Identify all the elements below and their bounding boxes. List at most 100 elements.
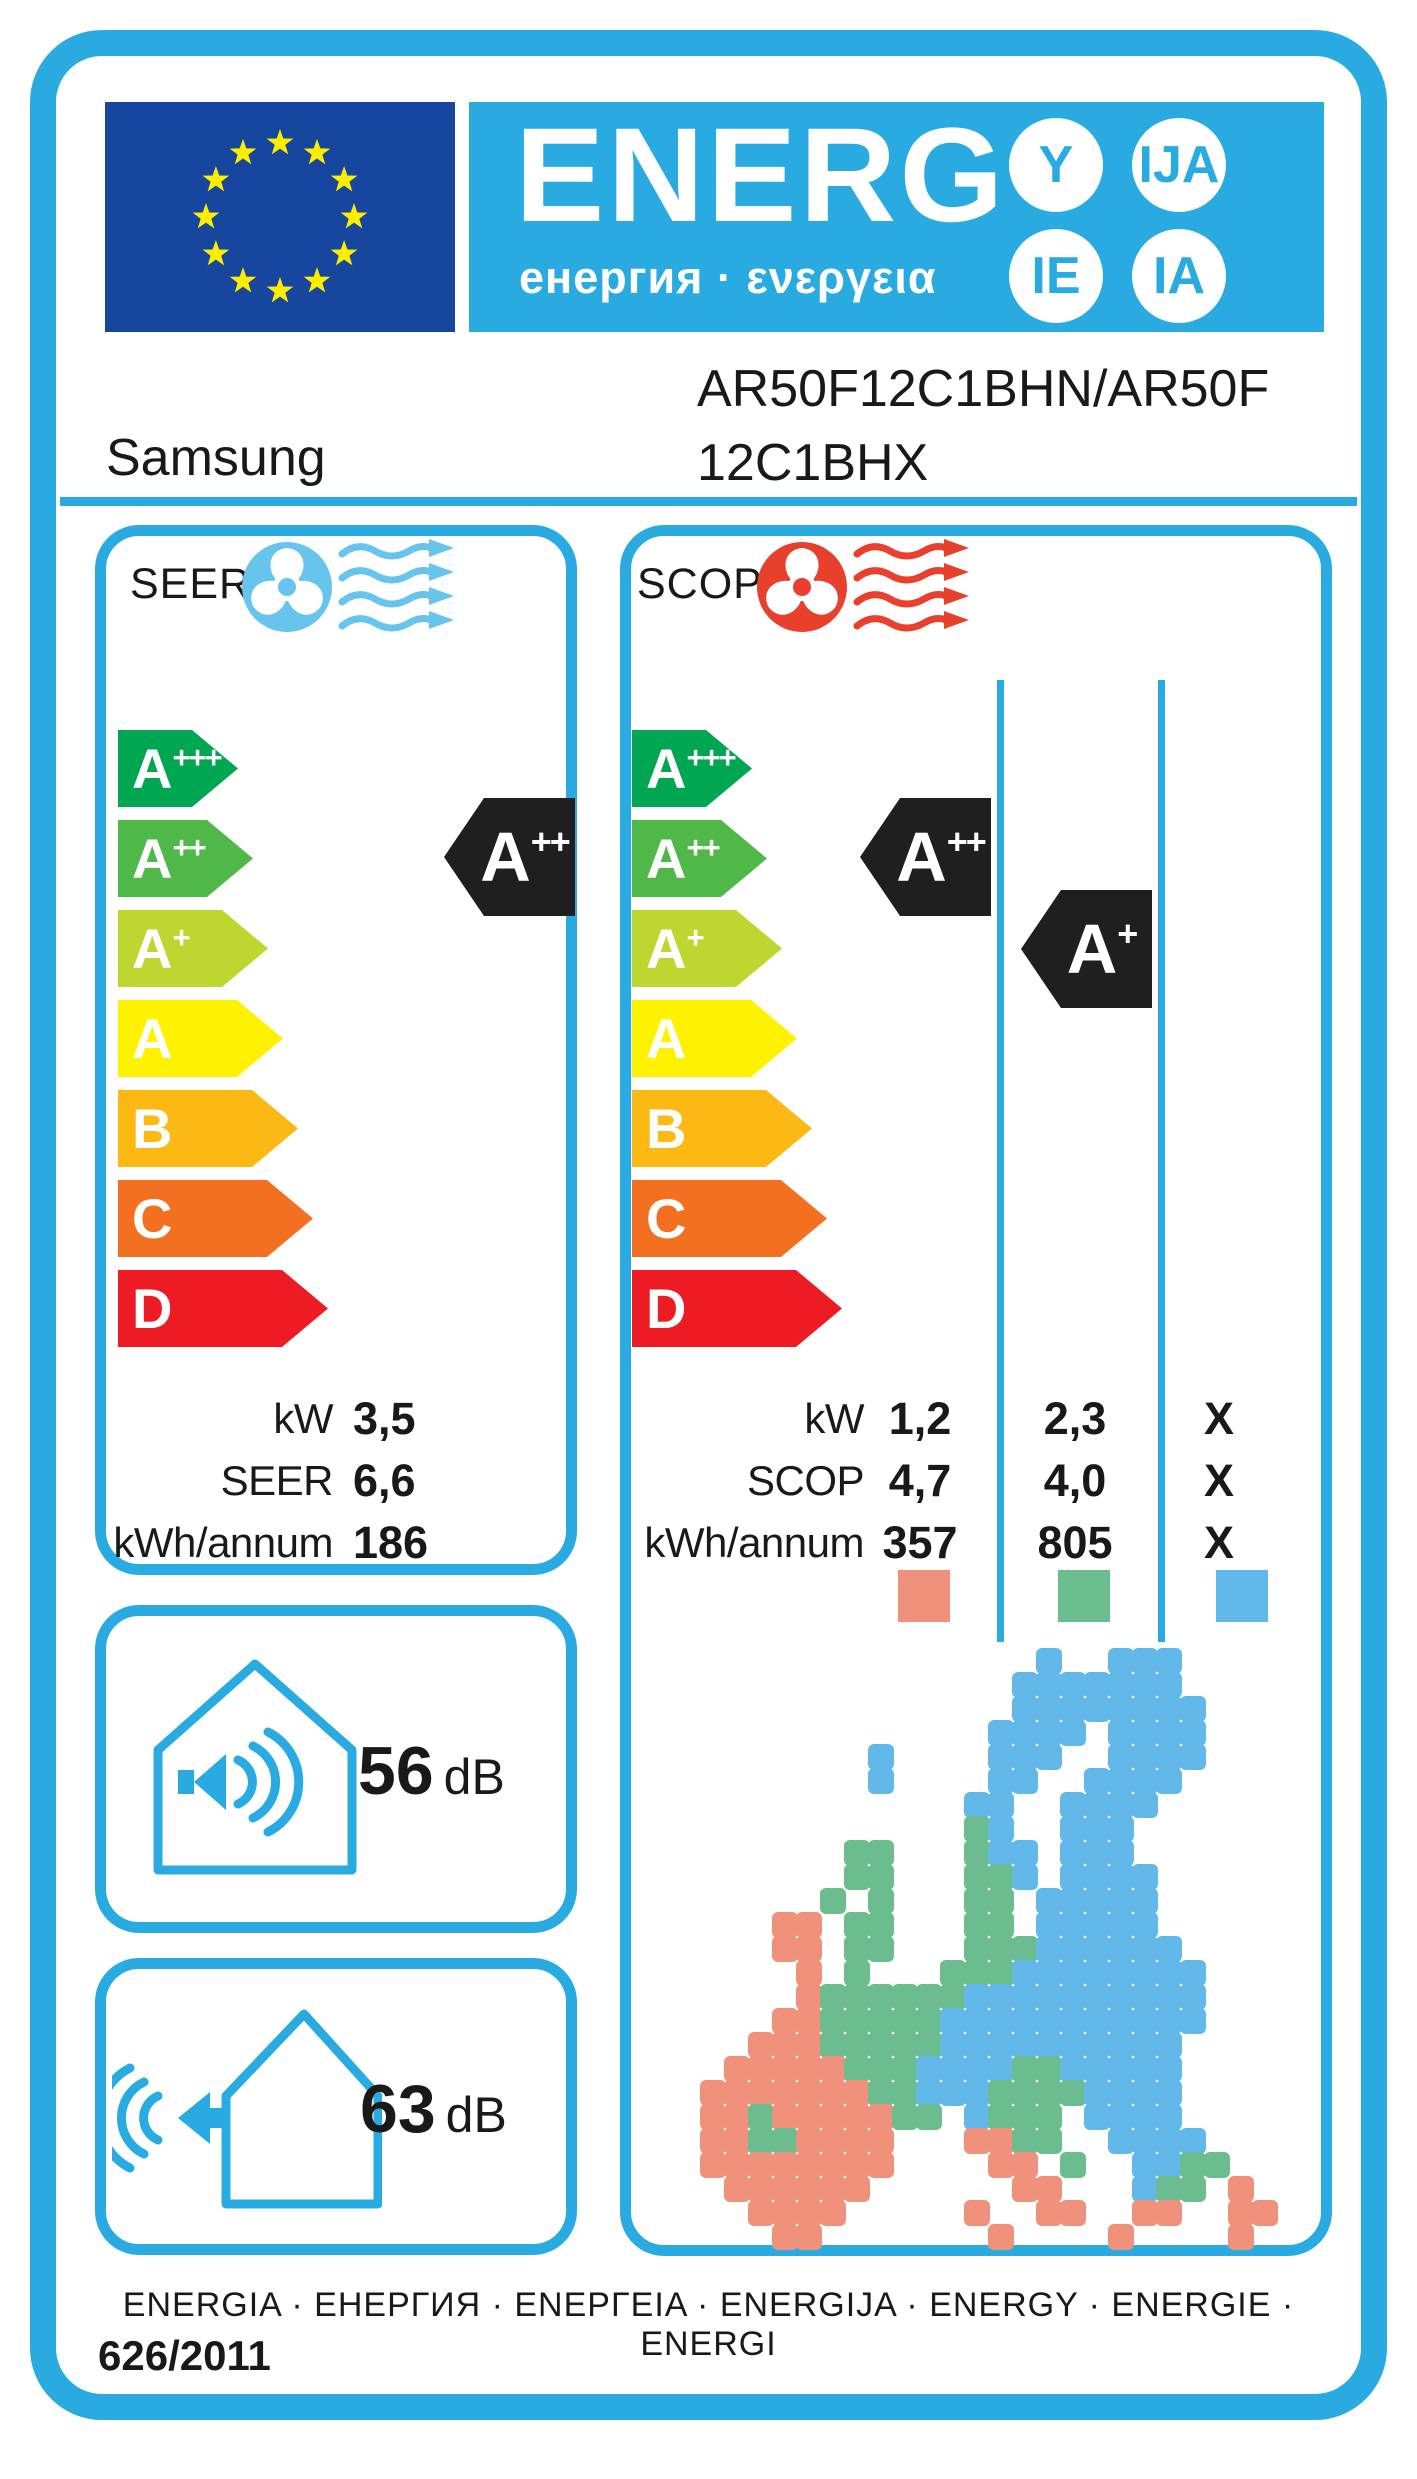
climate-zone-cell [1060, 2056, 1086, 2082]
climate-zone-cell [1012, 2008, 1038, 2034]
seer-stat-value-SEER: 6,6 [353, 1455, 416, 1506]
climate-zone-cell [964, 2032, 990, 2058]
climate-zone-cell [1108, 2224, 1134, 2250]
arrow-letter: D [132, 1276, 173, 1340]
climate-zone-cell [988, 2128, 1014, 2154]
climate-zone-cell [844, 2176, 870, 2202]
climate-zone-cell [1036, 2056, 1062, 2082]
climate-zone-cell [1156, 1768, 1182, 1794]
climate-zone-cell [1132, 1984, 1158, 2010]
climate-zone-cell [820, 2032, 846, 2058]
eu-star [229, 138, 257, 165]
climate-zone-cell [940, 2056, 966, 2082]
climate-zone-cell [868, 2152, 894, 2178]
climate-zone-cell [772, 2032, 798, 2058]
arrow-letter: A [646, 736, 687, 800]
climate-zone-cell [988, 1888, 1014, 1914]
climate-zone-cell [1156, 1720, 1182, 1746]
climate-zone-cell [820, 2128, 846, 2154]
eu-star [303, 267, 331, 293]
climate-zone-cell [1108, 1720, 1134, 1746]
climate-zone-cell [1156, 2056, 1182, 2082]
climate-zone-cell [1036, 1984, 1062, 2010]
climate-zone-cell [1108, 2032, 1134, 2058]
climate-zone-cell [964, 2056, 990, 2082]
climate-zone-cell [1084, 1792, 1110, 1818]
climate-zone-cell [916, 2080, 942, 2106]
climate-zone-cell [844, 2104, 870, 2130]
climate-zone-cell [772, 2008, 798, 2034]
rating-arrow-A+++: A +++ [632, 730, 752, 807]
climate-zone-cell [1060, 1696, 1086, 1722]
climate-zone-cell [892, 2032, 918, 2058]
climate-zone-cell [1036, 2104, 1062, 2130]
climate-zone-cell [1012, 1696, 1038, 1722]
climate-zone-cell [844, 2056, 870, 2082]
climate-zone-cell [796, 2032, 822, 2058]
climate-zone-cell [1180, 1720, 1206, 1746]
cooling-fan-icon [242, 539, 454, 632]
seer-rating-scale: A +++ A ++ A + A B C D [118, 730, 348, 1360]
climate-zone-cell [1084, 1888, 1110, 1914]
eu-flag-stars [192, 129, 368, 303]
climate-zone-cell [940, 2008, 966, 2034]
climate-zone-cell [1012, 1720, 1038, 1746]
climate-zone-cell [1228, 2176, 1254, 2202]
climate-zone-cell [1132, 1888, 1158, 1914]
climate-zone-cell [724, 2104, 750, 2130]
climate-zone-cell [1036, 1912, 1062, 1938]
climate-zone-cell [772, 2152, 798, 2178]
climate-zone-cell [1132, 2128, 1158, 2154]
outdoor-noise-icon [112, 2009, 382, 2209]
climate-zone-cell [748, 2152, 774, 2178]
heating-fan-icon [757, 539, 969, 632]
climate-zone-cell [1084, 2008, 1110, 2034]
climate-zone-cell [1060, 2032, 1086, 2058]
climate-zone-cell [1180, 1984, 1206, 2010]
climate-zone-cell [1036, 1696, 1062, 1722]
climate-zone-cell [892, 2056, 918, 2082]
climate-zone-cell [1156, 2200, 1182, 2226]
climate-zone-cell [964, 1984, 990, 2010]
climate-zone-cell [868, 1936, 894, 1962]
climate-zone-cell [1156, 1960, 1182, 1986]
climate-zone-cell [1084, 2056, 1110, 2082]
climate-zone-cell [964, 2104, 990, 2130]
climate-zone-cell [1084, 2104, 1110, 2130]
climate-zone-cell [1180, 2152, 1206, 2178]
climate-zone-cell [1156, 1648, 1182, 1674]
climate-zone-cell [820, 2104, 846, 2130]
climate-zone-cell [988, 2080, 1014, 2106]
climate-zone-cell [1108, 1744, 1134, 1770]
climate-zone-cell [1060, 1936, 1086, 1962]
climate-zone-cell [1108, 1672, 1134, 1698]
energ-wordmark: ENERG [515, 101, 1007, 250]
climate-zone-cell [988, 1840, 1014, 1866]
climate-zone-cell [796, 2080, 822, 2106]
climate-zone-cell [1156, 1696, 1182, 1722]
climate-zone-cell [988, 1912, 1014, 1938]
climate-zone-cell [1012, 1768, 1038, 1794]
model-line-2: 12C1BHX [697, 434, 929, 492]
climate-zone-cell [1084, 1960, 1110, 1986]
climate-zone-cell [1060, 2200, 1086, 2226]
climate-zone-cell [796, 1936, 822, 1962]
climate-zone-cell [1060, 1864, 1086, 1890]
scop-label: SCOP [637, 560, 763, 608]
model-line-1: AR50F12C1BHN/AR50F [697, 360, 1270, 418]
scop-stat-value-zone3: X [1203, 1455, 1234, 1506]
climate-zone-cell [1036, 1888, 1062, 1914]
climate-zone-cell [1060, 1888, 1086, 1914]
climate-zone-cell [988, 1984, 1014, 2010]
climate-zone-cell [1132, 1696, 1158, 1722]
brand-name: Samsung [106, 429, 326, 487]
climate-zone-cell [988, 1960, 1014, 1986]
scop-stat-value-zone1: 357 [882, 1517, 958, 1568]
climate-zone-cell [1036, 1648, 1062, 1674]
indoor-noise-number: 56 [358, 1733, 434, 1809]
climate-zone-cell [964, 2128, 990, 2154]
climate-zone-cell [844, 1960, 870, 1986]
climate-zone-cell [772, 2056, 798, 2082]
climate-zone-cell [1060, 1960, 1086, 1986]
